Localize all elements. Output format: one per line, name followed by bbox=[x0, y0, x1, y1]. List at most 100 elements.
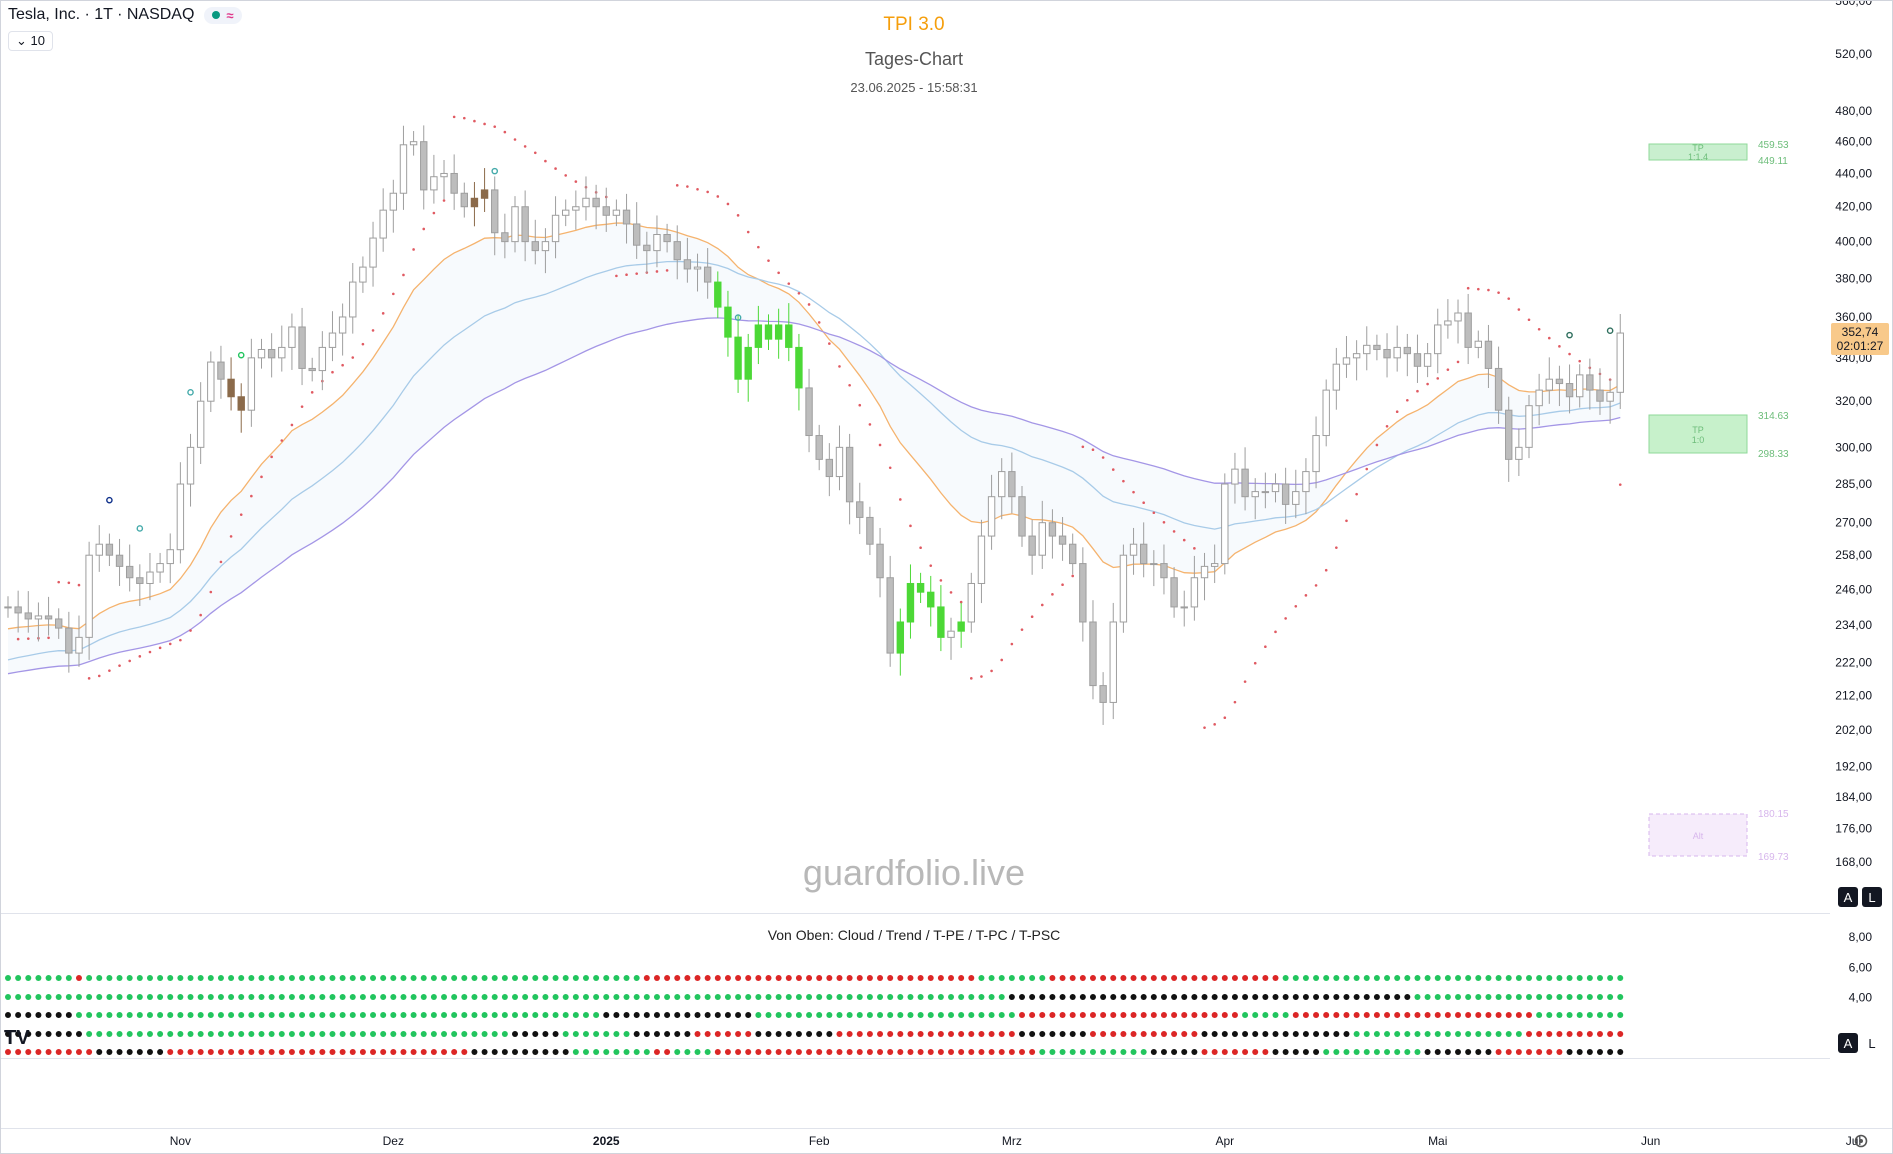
panel-dot bbox=[1394, 975, 1401, 981]
time-axis[interactable]: Nov Dez 2025 Feb Mrz Apr Mai Jun Jul bbox=[170, 1134, 1861, 1148]
panel-dot bbox=[167, 1031, 174, 1037]
candle-body bbox=[34, 615, 43, 620]
panel-dot bbox=[451, 1031, 458, 1037]
sar-dot bbox=[1213, 723, 1216, 726]
sar-dot bbox=[1487, 288, 1490, 292]
sar-dot bbox=[1335, 546, 1338, 549]
panel-dot bbox=[15, 975, 22, 981]
sar-dot bbox=[1304, 594, 1308, 597]
panel-dot bbox=[420, 994, 427, 1000]
candle-body bbox=[1119, 554, 1128, 623]
symbol-title[interactable]: Tesla, Inc. · 1T · NASDAQ bbox=[8, 6, 195, 23]
settings-gear-icon[interactable] bbox=[1854, 1134, 1868, 1148]
panel-dot bbox=[258, 994, 265, 1000]
time-tick-label: Mrz bbox=[1002, 1134, 1022, 1148]
panel-dot bbox=[1475, 1031, 1482, 1037]
market-status-pill[interactable]: ≈ bbox=[204, 6, 242, 24]
auto-scale-button[interactable]: A bbox=[1838, 887, 1858, 907]
panel-dot bbox=[258, 975, 265, 981]
panel-dot bbox=[177, 1012, 184, 1018]
panel-dot bbox=[958, 1031, 965, 1037]
candle-body bbox=[1373, 344, 1381, 350]
panel-dot bbox=[238, 1031, 245, 1037]
panel-dot bbox=[258, 1031, 265, 1037]
panel-dot bbox=[795, 1049, 802, 1055]
tp2-label: TP bbox=[1692, 425, 1704, 435]
candle-body bbox=[1038, 522, 1046, 556]
panel-dot bbox=[643, 1031, 650, 1037]
panel-dot bbox=[197, 975, 204, 981]
panel-dot bbox=[471, 975, 478, 981]
panel-dot bbox=[1191, 1049, 1198, 1055]
sar-dot bbox=[371, 329, 375, 332]
panel-dot bbox=[745, 975, 752, 981]
panel-dot bbox=[1475, 975, 1482, 981]
candle-body bbox=[1099, 685, 1107, 703]
panel-dot bbox=[1272, 975, 1279, 981]
candle-body bbox=[1565, 383, 1574, 398]
price-tick-label: 168,00 bbox=[1835, 855, 1872, 869]
sar-dot bbox=[1193, 547, 1196, 550]
panel-dot bbox=[552, 994, 559, 1000]
log-scale-button[interactable]: L bbox=[1862, 887, 1882, 907]
panel-dot bbox=[633, 994, 640, 1000]
panel-dot bbox=[765, 1031, 772, 1037]
panel-dot bbox=[420, 1012, 427, 1018]
candle-body bbox=[288, 326, 296, 348]
panel-auto-scale-button[interactable]: A bbox=[1838, 1033, 1858, 1053]
panel-dot bbox=[674, 975, 681, 981]
panel-dot bbox=[806, 1031, 813, 1037]
panel-dot bbox=[1353, 1012, 1360, 1018]
panel-dot bbox=[937, 1031, 944, 1037]
panel-dot bbox=[1089, 1031, 1096, 1037]
panel-dot bbox=[359, 1012, 366, 1018]
panel-dot bbox=[441, 1012, 448, 1018]
panel-dot bbox=[1333, 994, 1340, 1000]
panel-dot bbox=[1505, 1012, 1512, 1018]
panel-dot bbox=[278, 994, 285, 1000]
price-tick-label: 212,00 bbox=[1835, 689, 1872, 703]
panel-dot bbox=[735, 1012, 742, 1018]
panel-dot bbox=[197, 1012, 204, 1018]
panel-dot bbox=[86, 975, 93, 981]
panel-dot bbox=[491, 1012, 498, 1018]
panel-dot bbox=[471, 1049, 478, 1055]
candle-body bbox=[1494, 367, 1503, 411]
panel-dot bbox=[958, 975, 965, 981]
panel-dot bbox=[866, 1031, 873, 1037]
panel-dot bbox=[1455, 994, 1462, 1000]
panel-dot bbox=[512, 994, 518, 1000]
panel-dot bbox=[603, 1031, 610, 1037]
signal-marker bbox=[1606, 327, 1614, 334]
sar-dot bbox=[675, 184, 679, 187]
sar-dot bbox=[949, 591, 953, 594]
panel-dot bbox=[704, 994, 711, 1000]
panel-dot bbox=[1444, 1031, 1451, 1037]
candle-body bbox=[359, 266, 367, 283]
sar-dot bbox=[1517, 308, 1521, 311]
sar-dot bbox=[1578, 359, 1581, 363]
panel-dot bbox=[1556, 994, 1563, 1000]
alt-label: Alt bbox=[1693, 831, 1704, 841]
candle-body bbox=[663, 234, 671, 243]
panel-dot bbox=[1262, 1012, 1269, 1018]
sar-dot bbox=[1071, 574, 1074, 578]
sar-dot bbox=[1527, 318, 1531, 322]
panel-dot bbox=[562, 994, 569, 1000]
panel-dot bbox=[1211, 1012, 1218, 1018]
panel-log-scale-button[interactable]: L bbox=[1862, 1033, 1882, 1053]
panel-dot bbox=[430, 1049, 437, 1055]
candle-body bbox=[602, 206, 610, 216]
sar-dot bbox=[483, 122, 486, 126]
panel-dot bbox=[370, 994, 377, 1000]
candle-body bbox=[1109, 621, 1117, 703]
panel-dot bbox=[694, 994, 701, 1000]
panel-dot bbox=[349, 975, 356, 981]
indicators-collapse-button[interactable]: ⌄ 10 bbox=[8, 31, 53, 51]
panel-dot bbox=[349, 1031, 356, 1037]
price-tick-label: 234,00 bbox=[1835, 618, 1872, 632]
price-axis[interactable]: 168,00 176,00 184,00 192,00 202,00 212,00 222,… bbox=[1835, 0, 1872, 869]
sar-dot bbox=[554, 167, 557, 170]
panel-dot bbox=[1576, 1031, 1583, 1037]
